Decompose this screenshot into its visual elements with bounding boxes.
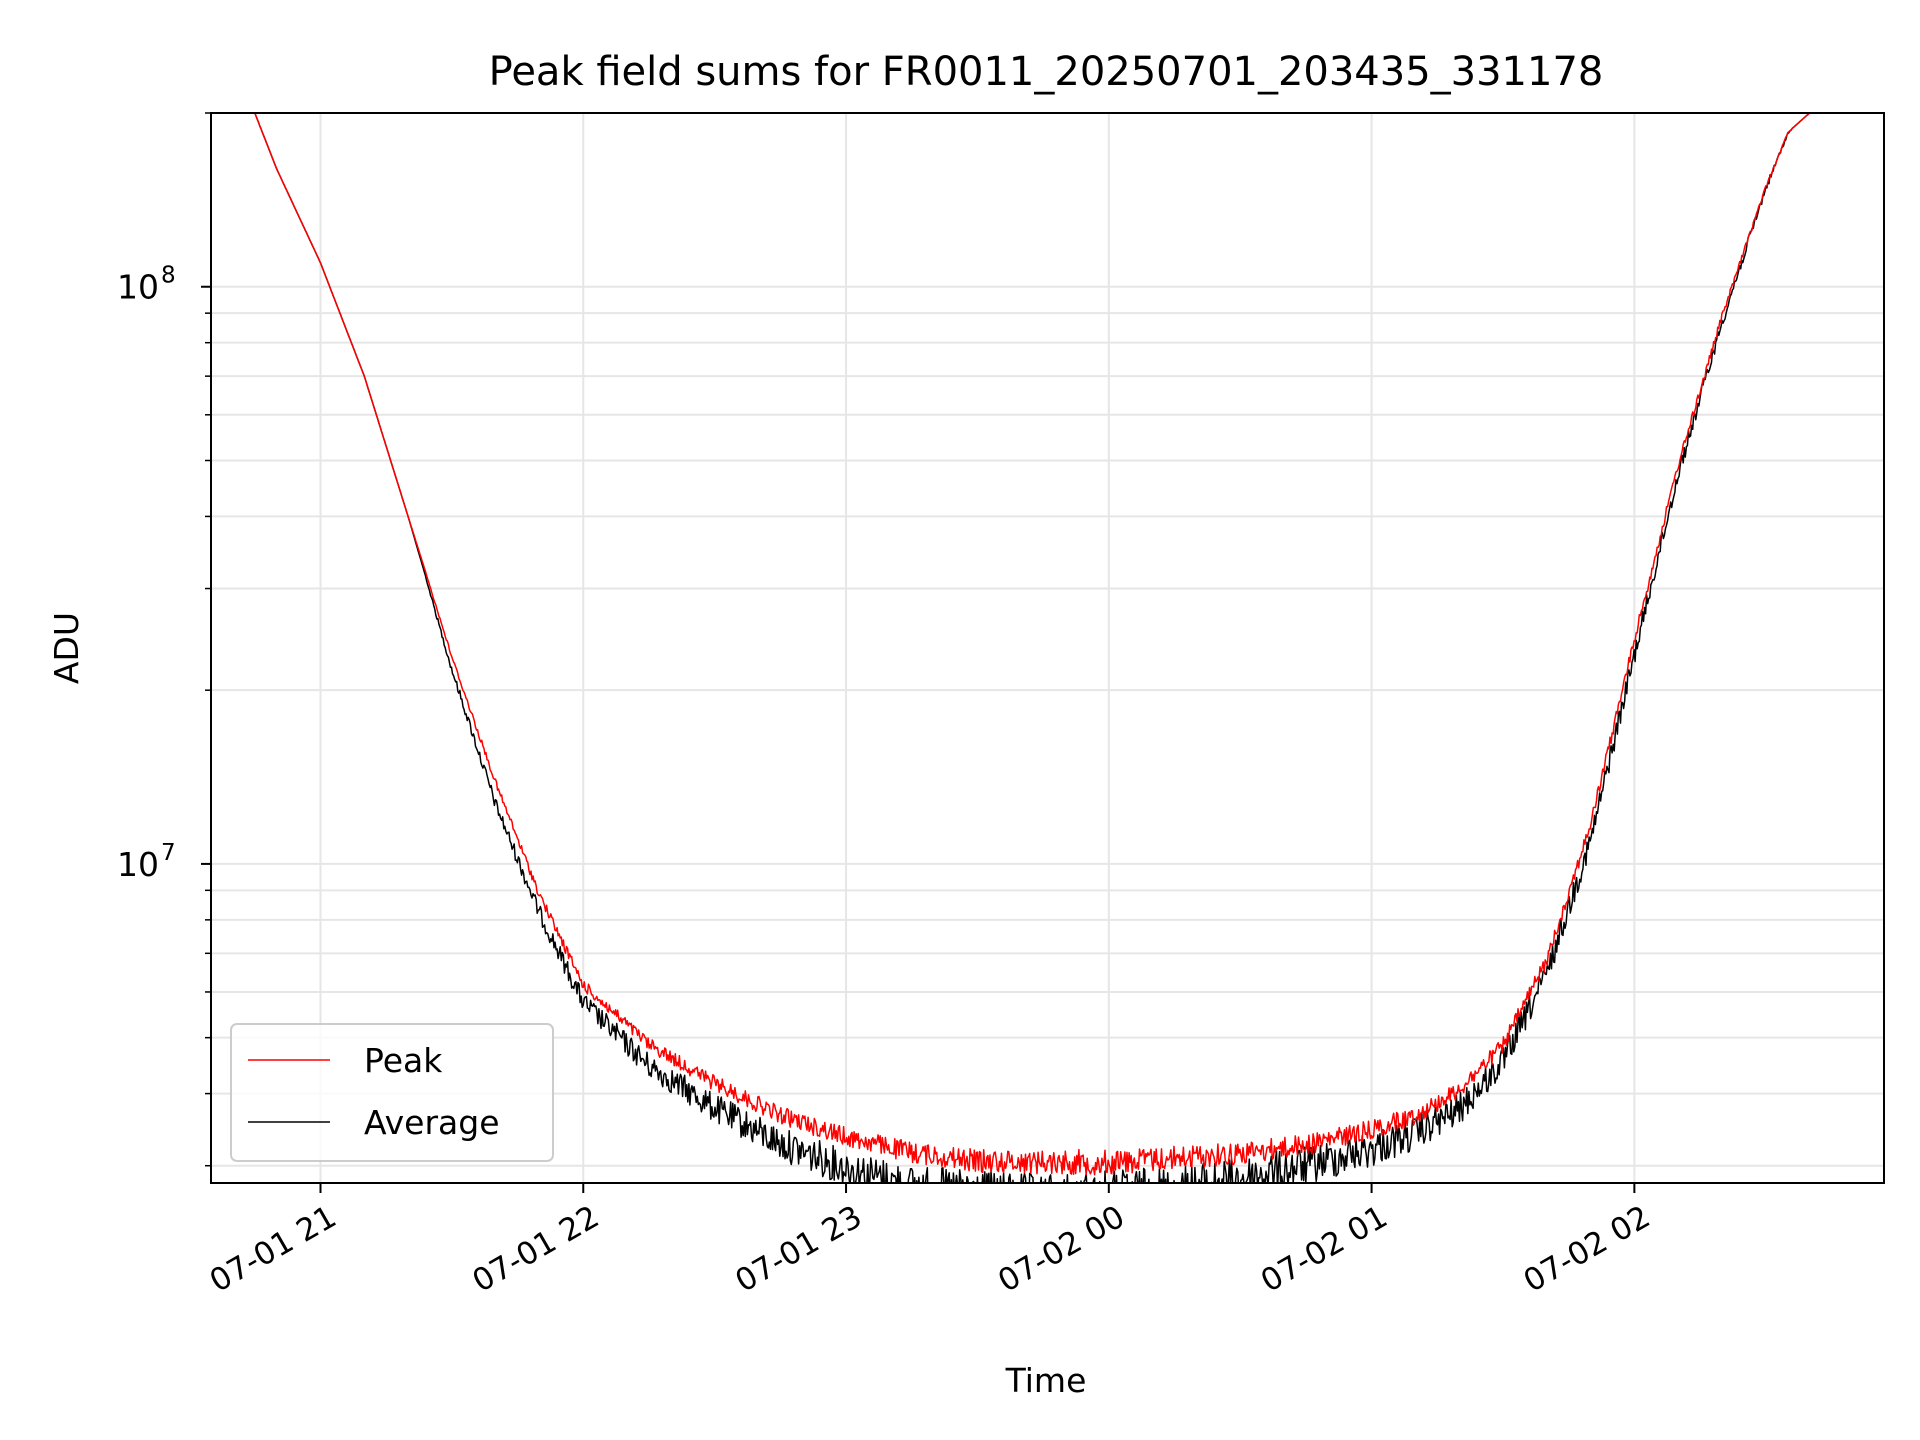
y-axis-label: ADU (47, 612, 86, 684)
chart-title: Peak field sums for FR0011_20250701_2034… (489, 49, 1604, 95)
series-line-average (211, 113, 1884, 1183)
plot-area-frame (210, 112, 1885, 1184)
series-lines (211, 113, 1884, 1183)
y-tick-label-base: 10 (117, 268, 159, 307)
y-tick-label-exponent: 8 (161, 263, 176, 289)
legend-label-average: Average (364, 1103, 500, 1142)
legend-box (230, 1023, 554, 1162)
y-tick-label-exponent: 7 (161, 840, 176, 866)
y-tick-label-base: 10 (117, 845, 159, 884)
legend-label-peak: Peak (364, 1041, 443, 1080)
series-line-peak (211, 113, 1884, 1176)
legend: Peak Average (230, 1023, 554, 1162)
x-axis-label: Time (1005, 1361, 1087, 1400)
